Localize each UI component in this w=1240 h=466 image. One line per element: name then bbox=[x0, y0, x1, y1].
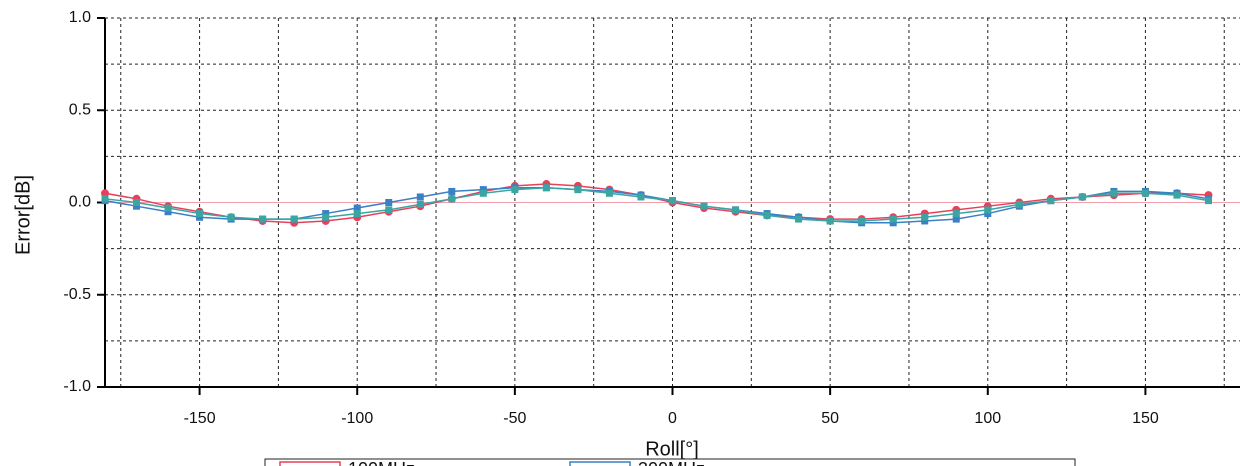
x-tick-label: 50 bbox=[821, 410, 839, 427]
data-point bbox=[511, 186, 519, 194]
data-point bbox=[1110, 189, 1118, 197]
x-tick-label: 0 bbox=[668, 410, 677, 427]
data-point bbox=[1047, 197, 1055, 205]
data-point bbox=[952, 215, 960, 223]
data-point bbox=[416, 193, 424, 201]
legend-swatch bbox=[279, 461, 341, 466]
series-line bbox=[104, 183, 1209, 224]
data-point bbox=[574, 186, 582, 194]
x-tick-label: -50 bbox=[503, 410, 526, 427]
series-line bbox=[104, 186, 1209, 224]
data-point bbox=[290, 215, 298, 223]
data-point bbox=[133, 202, 141, 210]
data-point bbox=[889, 215, 897, 223]
data-point bbox=[858, 217, 866, 225]
data-point bbox=[353, 204, 361, 212]
series-line bbox=[104, 186, 1209, 222]
data-point bbox=[448, 187, 456, 195]
data-point bbox=[763, 211, 771, 219]
x-axis-label: Roll[°] bbox=[645, 438, 699, 460]
data-point bbox=[732, 206, 740, 214]
data-point bbox=[542, 184, 550, 192]
legend-swatch bbox=[569, 461, 631, 466]
legend-label: 100MHz bbox=[348, 459, 415, 466]
y-tick-label: 1.0 bbox=[69, 9, 91, 26]
data-point bbox=[227, 213, 235, 221]
data-point bbox=[322, 213, 330, 221]
data-point bbox=[669, 197, 676, 205]
x-tick-label: 100 bbox=[974, 410, 1001, 427]
data-point bbox=[1141, 189, 1149, 197]
data-point bbox=[101, 189, 109, 198]
data-point bbox=[101, 195, 109, 203]
data-point bbox=[353, 210, 361, 218]
data-point bbox=[921, 213, 929, 221]
data-point bbox=[1078, 193, 1086, 201]
y-axis-label: Error[dB] bbox=[12, 175, 34, 255]
data-point bbox=[164, 204, 172, 212]
y-tick-label: -0.5 bbox=[63, 286, 91, 303]
data-point bbox=[605, 189, 613, 197]
data-point bbox=[479, 186, 487, 194]
data-point bbox=[1204, 197, 1212, 205]
data-point bbox=[196, 213, 204, 221]
data-point bbox=[322, 210, 330, 218]
data-point bbox=[196, 210, 204, 218]
data-point bbox=[385, 199, 393, 206]
data-point bbox=[984, 206, 992, 214]
data-point bbox=[952, 210, 960, 218]
y-tick-label: 0.5 bbox=[69, 101, 91, 118]
data-point bbox=[889, 219, 897, 227]
data-point bbox=[448, 195, 456, 203]
data-point bbox=[385, 206, 393, 214]
y-tick-label: -1.0 bbox=[63, 378, 91, 395]
data-point bbox=[826, 217, 834, 225]
legend-box bbox=[264, 458, 1076, 466]
x-tick-label: 150 bbox=[1132, 410, 1159, 427]
data-point bbox=[700, 202, 708, 210]
data-point bbox=[133, 199, 141, 206]
data-point bbox=[1015, 200, 1023, 208]
x-tick-label: -150 bbox=[184, 410, 216, 427]
data-point bbox=[479, 189, 487, 197]
data-point bbox=[984, 210, 992, 218]
data-point bbox=[795, 215, 803, 223]
data-point bbox=[637, 193, 645, 201]
data-point bbox=[259, 215, 267, 223]
y-tick-label: 0.0 bbox=[69, 194, 91, 211]
legend-label: 300MHz bbox=[638, 459, 705, 466]
data-point bbox=[416, 200, 424, 208]
data-point bbox=[921, 217, 929, 225]
data-point bbox=[1173, 191, 1181, 199]
data-point bbox=[164, 208, 172, 216]
x-tick-label: -100 bbox=[341, 410, 373, 427]
